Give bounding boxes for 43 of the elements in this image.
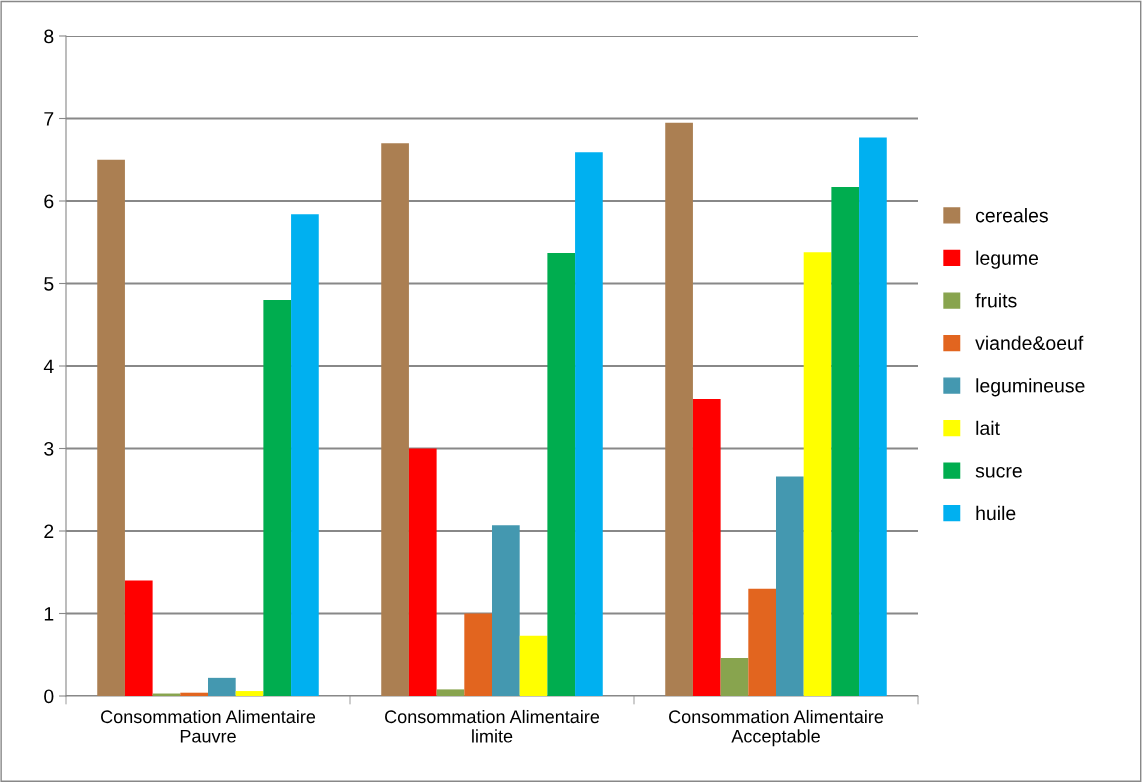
y-tick-label: 7 xyxy=(44,112,54,126)
bar xyxy=(492,525,520,696)
bar xyxy=(547,252,576,696)
y-tick-label: 4 xyxy=(43,359,54,374)
bar xyxy=(803,252,832,696)
bar xyxy=(124,580,153,696)
bar xyxy=(208,677,236,696)
bar xyxy=(464,613,492,696)
y-tick-label: 8 xyxy=(44,29,54,44)
legend-label: viande&oeuf xyxy=(975,335,1084,350)
legend-label: cereales xyxy=(975,208,1048,223)
bar xyxy=(859,137,887,696)
bar xyxy=(831,186,860,696)
bar xyxy=(776,476,804,696)
legend-label: huile xyxy=(976,505,1016,521)
legend-label: lait xyxy=(976,420,1000,436)
bar xyxy=(692,399,721,696)
legend-label: fruits xyxy=(975,293,1017,308)
bar xyxy=(381,143,409,696)
x-tick-label: Consommation Alimentaire Pauvre xyxy=(101,709,316,743)
x-tick-label: Consommation Alimentaire limite xyxy=(385,709,600,743)
y-tick-label: 1 xyxy=(44,607,54,621)
y-tick-label: 3 xyxy=(44,441,54,456)
legend-label: legumineuse xyxy=(976,378,1085,397)
bar xyxy=(575,152,603,696)
y-tick-label: 0 xyxy=(44,689,54,704)
bar xyxy=(263,300,292,696)
legend-label: sucre xyxy=(975,466,1022,478)
x-tick-label: Consommation Alimentaire Acceptable xyxy=(669,709,884,747)
bar xyxy=(180,692,208,696)
y-tick-label: 2 xyxy=(44,524,54,539)
bar xyxy=(408,448,437,696)
bar xyxy=(720,658,749,696)
bar xyxy=(665,122,693,696)
bar xyxy=(97,159,125,696)
y-tick-label: 5 xyxy=(44,277,54,291)
legend-label: legume xyxy=(976,250,1039,269)
bar xyxy=(235,691,264,696)
bar xyxy=(519,635,548,696)
bar xyxy=(291,214,319,696)
bar xyxy=(748,588,776,696)
bar xyxy=(436,689,465,696)
y-tick-label: 6 xyxy=(44,194,54,209)
